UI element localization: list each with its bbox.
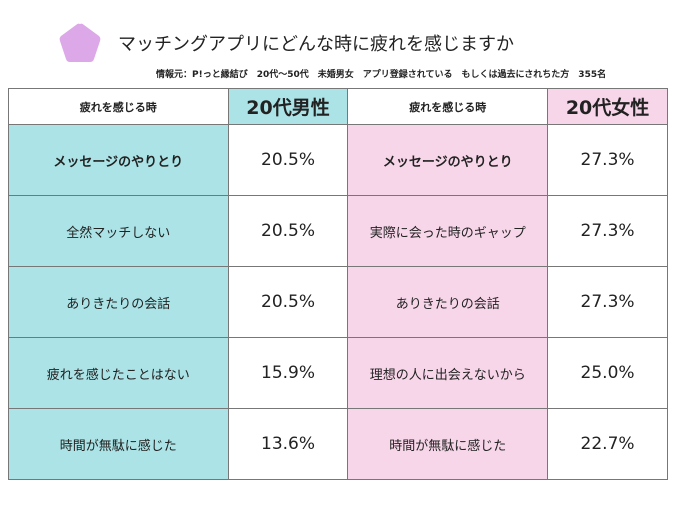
pentagon-icon bbox=[59, 23, 101, 63]
female-item: ありきたりの会話 bbox=[347, 266, 549, 338]
female-value: 27.3% bbox=[547, 124, 668, 196]
male-value: 15.9% bbox=[227, 337, 349, 409]
female-item: 理想の人に出会えないから bbox=[347, 337, 549, 409]
table-row: ありきたりの会話 20.5% ありきたりの会話 27.3% bbox=[8, 266, 668, 338]
male-value: 20.5% bbox=[227, 124, 349, 196]
table-row: メッセージのやりとり 20.5% メッセージのやりとり 27.3% bbox=[8, 124, 668, 196]
header-item-male: 疲れを感じる時 bbox=[8, 88, 229, 125]
male-item: 全然マッチしない bbox=[8, 195, 229, 267]
page-title: マッチングアプリにどんな時に疲れを感じますか bbox=[118, 34, 514, 55]
female-item: メッセージのやりとり bbox=[347, 124, 549, 196]
male-value: 20.5% bbox=[227, 195, 349, 267]
header-male: 20代男性 bbox=[227, 88, 349, 125]
female-value: 25.0% bbox=[547, 337, 668, 409]
male-item: メッセージのやりとり bbox=[8, 124, 229, 196]
header-item-female: 疲れを感じる時 bbox=[347, 88, 549, 125]
male-value: 13.6% bbox=[227, 408, 349, 480]
source-note: 情報元：P!っと縁結び 20代〜50代 未婚男女 アプリ登録されている もしくは… bbox=[156, 70, 607, 80]
results-table: 疲れを感じる時 20代男性 疲れを感じる時 20代女性 メッセージのやりとり 20… bbox=[8, 88, 668, 480]
male-value: 20.5% bbox=[227, 266, 349, 338]
female-value: 27.3% bbox=[547, 266, 668, 338]
female-value: 27.3% bbox=[547, 195, 668, 267]
table-row: 時間が無駄に感じた 13.6% 時間が無駄に感じた 22.7% bbox=[8, 408, 668, 480]
female-value: 22.7% bbox=[547, 408, 668, 480]
male-item: 時間が無駄に感じた bbox=[8, 408, 229, 480]
female-item: 実際に会った時のギャップ bbox=[347, 195, 549, 267]
header-female: 20代女性 bbox=[547, 88, 668, 125]
female-item: 時間が無駄に感じた bbox=[347, 408, 549, 480]
table-row: 疲れを感じたことはない 15.9% 理想の人に出会えないから 25.0% bbox=[8, 337, 668, 409]
table-row: 全然マッチしない 20.5% 実際に会った時のギャップ 27.3% bbox=[8, 195, 668, 267]
male-item: ありきたりの会話 bbox=[8, 266, 229, 338]
male-item: 疲れを感じたことはない bbox=[8, 337, 229, 409]
header-row: 疲れを感じる時 20代男性 疲れを感じる時 20代女性 bbox=[8, 88, 668, 125]
